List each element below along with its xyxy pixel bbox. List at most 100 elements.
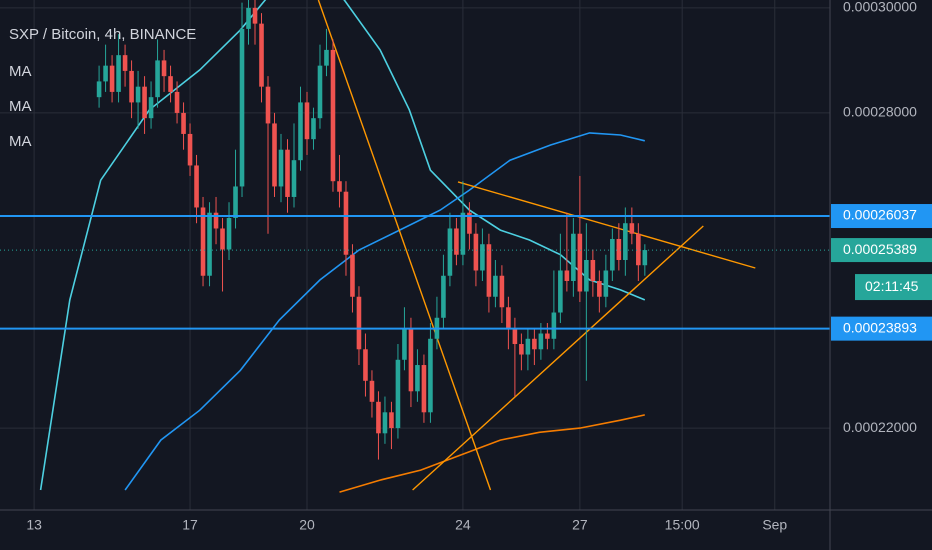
candle-body: [233, 186, 238, 218]
x-tick-label: 20: [299, 517, 315, 533]
candle-body: [317, 65, 323, 119]
candle-body: [356, 296, 362, 350]
candle-body: [304, 102, 310, 140]
candle-body: [636, 233, 641, 266]
candle-body: [421, 365, 427, 413]
candle-body: [278, 149, 284, 187]
candle-body: [532, 338, 537, 350]
candle-body: [343, 191, 349, 255]
candle-body: [564, 270, 570, 281]
candle-body: [447, 228, 453, 276]
x-tick-label: 15:00: [665, 517, 700, 533]
candle-body: [252, 7, 258, 24]
trendline: [457, 181, 756, 269]
price-label-box: [831, 204, 932, 229]
candle-body: [363, 349, 368, 381]
candle-body: [259, 23, 264, 87]
candle-body: [213, 212, 219, 229]
candle-body: [415, 365, 420, 392]
candle-body: [473, 233, 479, 271]
candle-body: [103, 65, 108, 82]
candle-body: [480, 244, 485, 271]
candle-body: [499, 275, 505, 308]
candle-body: [376, 401, 381, 434]
candle-body: [324, 49, 329, 66]
candle-body: [610, 238, 615, 271]
candle-body: [246, 7, 251, 29]
legend-entry: MA: [9, 133, 32, 150]
y-tick-label: 0.00030000: [843, 0, 917, 15]
candle-body: [200, 207, 206, 276]
candle-body: [135, 86, 141, 103]
candle-body: [512, 328, 518, 345]
price-label-box: [831, 316, 932, 341]
candle-body: [122, 55, 128, 71]
candle-body: [155, 60, 160, 98]
candle-body: [558, 270, 563, 313]
candle-body: [389, 412, 394, 429]
price-label: 0.00025389: [843, 241, 917, 257]
candle-body: [96, 81, 102, 98]
candle-body: [207, 212, 212, 276]
candle-body: [129, 70, 134, 103]
candle-body: [311, 118, 316, 140]
price-label: 0.00023893: [843, 319, 917, 335]
candle-body: [109, 65, 115, 92]
candle-body: [187, 133, 193, 166]
y-tick-label: 0.00022000: [843, 419, 917, 435]
candle-body: [285, 149, 290, 197]
candle-body: [142, 86, 147, 119]
plot-area: [0, 0, 830, 493]
candle-body: [506, 307, 511, 329]
candle-body: [168, 76, 173, 92]
candle-body: [603, 270, 609, 297]
candle-body: [545, 333, 550, 339]
candle-body: [161, 60, 167, 77]
x-tick-label: 13: [26, 517, 42, 533]
candle-body: [590, 259, 596, 281]
candle-body: [629, 223, 635, 234]
price-label-box: [831, 238, 932, 263]
candle-body: [454, 228, 459, 255]
countdown-box: [855, 274, 932, 301]
legend: SXP / Bitcoin, 4h, BINANCE MA MA MA: [9, 26, 196, 150]
candle-body: [239, 28, 245, 187]
candle-body: [538, 333, 544, 350]
candle-body: [395, 359, 401, 429]
x-tick-label: Sep: [762, 517, 787, 533]
candle-body: [441, 275, 446, 318]
candle-body: [623, 223, 628, 260]
candle-body: [330, 49, 336, 182]
y-tick-label: 0.00028000: [843, 104, 917, 120]
candle-body: [220, 228, 225, 250]
candle-body: [486, 244, 492, 297]
candle-body: [584, 259, 589, 292]
trendline: [412, 225, 704, 491]
legend-entry: MA: [9, 63, 32, 80]
candle-body: [369, 380, 375, 402]
candle-body: [181, 112, 186, 134]
x-tick-label: 17: [182, 517, 198, 533]
candle-body: [272, 123, 277, 187]
candle-body: [194, 165, 199, 208]
candle-body: [408, 328, 414, 392]
candle-body: [298, 102, 303, 161]
candle-body: [402, 328, 407, 360]
candle-body: [467, 212, 472, 234]
x-tick-label: 24: [455, 517, 471, 533]
candle-body: [493, 275, 498, 297]
candle-body: [174, 91, 180, 113]
candle-body: [428, 338, 433, 413]
candle-body: [642, 250, 648, 266]
candle-body: [337, 181, 342, 192]
candle-body: [525, 338, 531, 355]
candle-body: [616, 238, 622, 260]
x-tick-label: 27: [572, 517, 588, 533]
candle-body: [597, 280, 602, 297]
candle-body: [116, 55, 121, 92]
candle-body: [350, 254, 355, 297]
candle-body: [577, 233, 583, 292]
candle-body: [291, 160, 297, 197]
